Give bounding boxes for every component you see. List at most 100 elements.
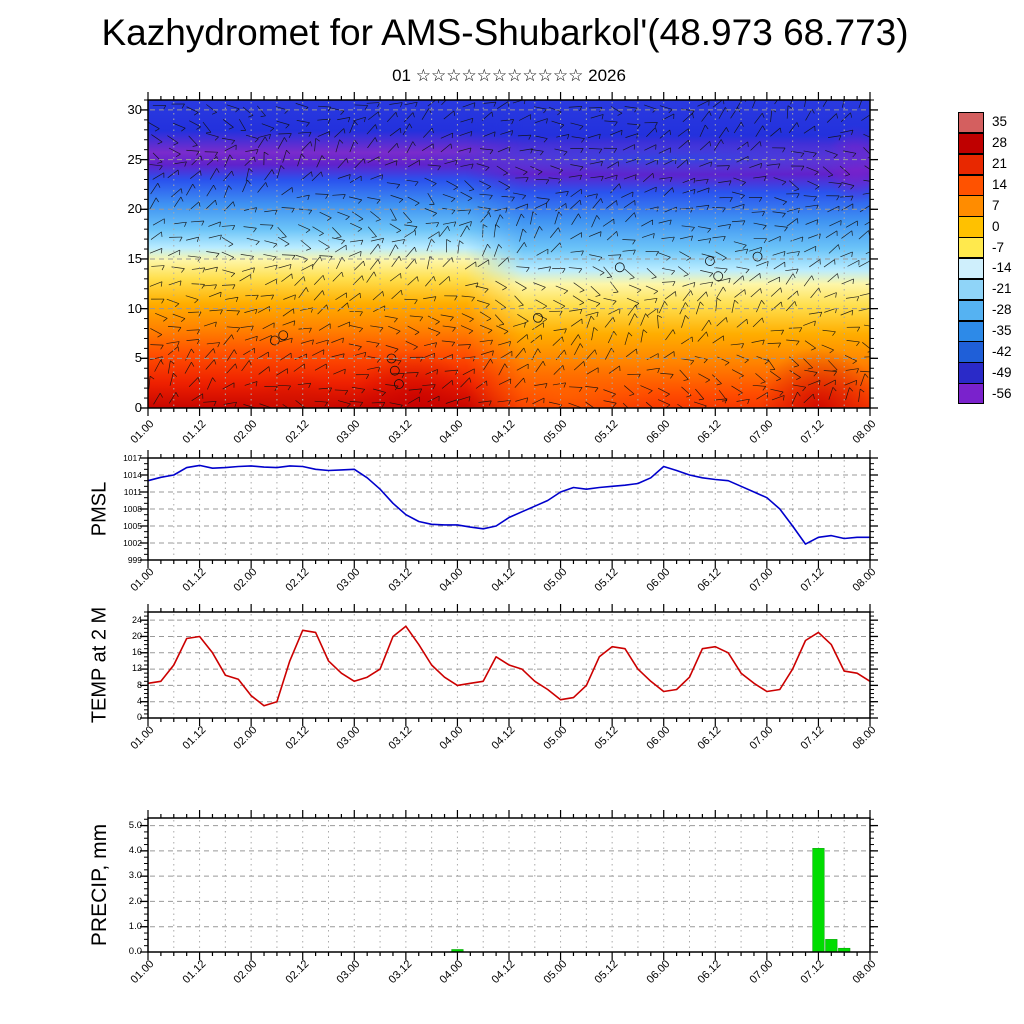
y-tick-label: 5.0 xyxy=(128,819,142,831)
x-tick-label: 07.12 xyxy=(798,958,827,986)
temperature-colorbar xyxy=(958,112,984,405)
y-tick-label: 1005 xyxy=(123,520,142,531)
temp-at-2-m-line xyxy=(147,625,871,707)
y-tick-label: 25 xyxy=(127,151,142,167)
colorbar-label: -42 xyxy=(992,343,1012,359)
cross-section-axes xyxy=(140,92,878,416)
valid-year: 2026 xyxy=(588,66,626,85)
x-tick-label: 05.00 xyxy=(541,958,570,986)
colorbar-label: -7 xyxy=(992,239,1005,255)
colorbar-label: -56 xyxy=(992,385,1012,401)
x-tick-label: 03.00 xyxy=(334,958,363,986)
colorbar-label: -21 xyxy=(992,281,1012,297)
y-tick-label: 20 xyxy=(131,630,142,641)
y-tick-label: 1017 xyxy=(123,452,142,463)
x-tick-label: 03.00 xyxy=(334,724,363,752)
y-tick-label: 5 xyxy=(134,350,142,366)
y-tick-label: 2.0 xyxy=(128,895,142,907)
x-tick-label: 08.00 xyxy=(850,958,879,986)
x-tick-label: 02.12 xyxy=(283,724,312,752)
x-tick-label: 01.12 xyxy=(180,958,209,986)
y-tick-label: 4 xyxy=(136,696,142,707)
x-tick-label: 08.00 xyxy=(850,566,879,594)
x-tick-label: 05.12 xyxy=(592,958,621,986)
colorbar-cell xyxy=(958,195,984,217)
x-tick-label: 02.12 xyxy=(283,566,312,594)
colorbar-cell xyxy=(958,299,984,322)
y-tick-label: 1011 xyxy=(123,486,142,497)
colorbar-label: -35 xyxy=(992,323,1012,338)
colorbar-cell xyxy=(958,174,984,196)
y-tick-label: 1014 xyxy=(123,469,142,480)
colorbar-label: -14 xyxy=(992,260,1012,276)
y-tick-label: 12 xyxy=(131,663,142,674)
page-title: Kazhydromet for AMS-Shubarkol'(48.973 68… xyxy=(101,12,909,53)
x-tick-label: 08.00 xyxy=(850,724,879,752)
pmsl-panel xyxy=(140,450,878,568)
y-tick-label: 10 xyxy=(127,300,142,316)
x-tick-label: 02.12 xyxy=(283,958,312,986)
x-tick-label: 03.12 xyxy=(386,566,415,594)
colorbar-label: 35 xyxy=(992,114,1008,130)
colorbar-cell xyxy=(958,341,984,363)
colorbar-cell xyxy=(958,362,984,384)
x-tick-label: 05.12 xyxy=(592,566,621,594)
y-tick-label: 0 xyxy=(136,712,142,723)
colorbar-label: -49 xyxy=(992,364,1012,380)
x-tick-label: 07.12 xyxy=(798,724,827,752)
colorbar-label: 21 xyxy=(992,156,1008,172)
x-tick-label: 06.00 xyxy=(644,566,673,594)
x-tick-label: 01.00 xyxy=(128,958,157,986)
colorbar-label: -28 xyxy=(992,302,1012,318)
temp-at-2-m-panel xyxy=(140,604,878,726)
x-tick-label: 07.00 xyxy=(747,724,776,752)
x-tick-label: 01.12 xyxy=(180,724,209,752)
x-tick-label: 04.12 xyxy=(489,566,518,594)
y-tick-label: 0 xyxy=(134,399,142,415)
y-tick-label: 16 xyxy=(131,647,142,658)
colorbar-cell xyxy=(958,237,984,259)
x-tick-label: 02.00 xyxy=(231,724,260,752)
x-tick-label: 05.12 xyxy=(592,724,621,752)
colorbar-cell xyxy=(958,320,984,342)
y-tick-label: 4.0 xyxy=(128,844,142,856)
pmsl-line xyxy=(147,464,870,545)
y-tick-label: 1.0 xyxy=(128,920,142,932)
y-tick-label: 3.0 xyxy=(128,870,142,882)
x-tick-label: 03.12 xyxy=(386,958,415,986)
colorbar-cell xyxy=(958,153,984,176)
x-tick-label: 07.12 xyxy=(798,566,827,594)
wind-barbs-overlay xyxy=(148,100,870,408)
precip-mm-panel xyxy=(140,810,878,960)
colorbar-cell xyxy=(958,112,984,134)
x-tick-label: 06.12 xyxy=(695,958,724,986)
x-tick-label: 07.00 xyxy=(747,566,776,594)
y-tick-label: 20 xyxy=(127,201,142,217)
colorbar-label: 14 xyxy=(992,177,1008,192)
valid-date-subtitle: 01 ☆☆☆☆☆☆☆☆☆☆☆ 2026 xyxy=(148,66,870,86)
x-tick-label: 03.00 xyxy=(334,566,363,594)
x-tick-label: 06.00 xyxy=(644,724,673,752)
y-tick-label: 999 xyxy=(127,554,142,565)
x-tick-label: 04.12 xyxy=(489,958,518,986)
x-tick-label: 01.00 xyxy=(128,566,157,594)
y-tick-label: 15 xyxy=(127,250,142,266)
x-tick-label: 01.00 xyxy=(128,724,157,752)
x-tick-label: 02.00 xyxy=(231,566,260,594)
x-tick-label: 04.00 xyxy=(437,724,466,752)
colorbar-cell xyxy=(958,383,984,405)
colorbar-cell xyxy=(958,216,984,238)
x-tick-label: 06.12 xyxy=(695,566,724,594)
y-tick-label: 24 xyxy=(131,614,142,625)
colorbar-cell xyxy=(958,258,984,280)
x-tick-label: 03.12 xyxy=(386,724,415,752)
x-tick-label: 02.00 xyxy=(231,958,260,986)
precip-bar xyxy=(825,939,838,953)
colorbar-label: 28 xyxy=(992,135,1008,151)
colorbar-label: 0 xyxy=(992,218,1000,234)
y-tick-label: 30 xyxy=(127,101,142,117)
x-tick-label: 07.00 xyxy=(747,958,776,986)
y-tick-label: 1008 xyxy=(123,503,142,514)
y-tick-label: 8 xyxy=(136,679,142,690)
